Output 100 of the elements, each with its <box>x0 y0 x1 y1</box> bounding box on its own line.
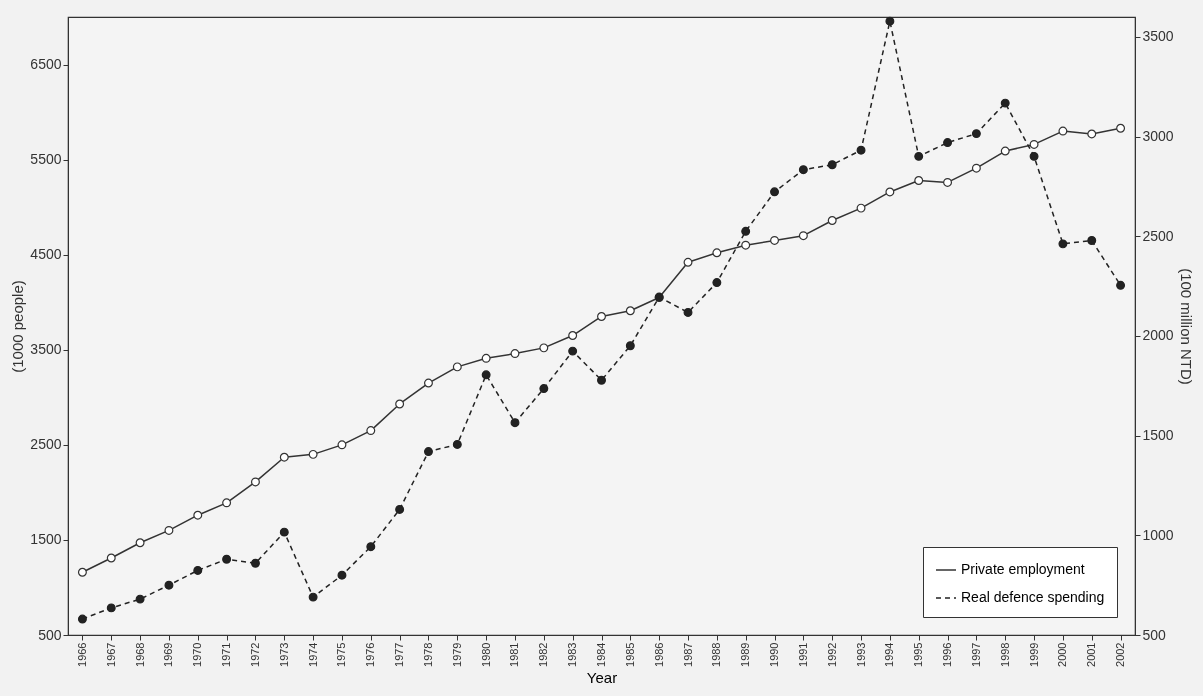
point <box>712 248 722 258</box>
point <box>193 510 203 520</box>
x-tick-label: 1973 <box>277 642 290 667</box>
x-tick-label: 1986 <box>652 642 665 667</box>
point <box>1000 146 1010 156</box>
x-tick-label: 1971 <box>220 642 233 667</box>
point <box>424 378 433 388</box>
x-tick-label: 1977 <box>393 642 406 667</box>
y2-tick-label: 2500 <box>1142 227 1174 244</box>
x-axis-title: Year <box>586 668 618 686</box>
point <box>914 151 924 161</box>
x-tick-label: 1970 <box>191 642 204 667</box>
x-tick-label: 1994 <box>883 642 896 667</box>
y2-tick-label: 1000 <box>1142 526 1174 543</box>
point <box>798 231 808 241</box>
x-tick-label: 1993 <box>854 642 867 667</box>
point <box>424 447 433 457</box>
point <box>481 370 491 380</box>
point <box>1058 126 1068 136</box>
y-tick-label: 2500 <box>30 436 62 453</box>
point <box>568 346 578 356</box>
point <box>1058 239 1068 249</box>
point <box>885 16 895 26</box>
point <box>741 240 751 250</box>
x-tick-label: 1978 <box>421 642 434 667</box>
point <box>222 554 232 564</box>
y-tick-label: 5500 <box>30 151 62 168</box>
point <box>1087 236 1097 245</box>
y-tick-label: 4500 <box>30 246 62 263</box>
x-tick-label: 2001 <box>1085 642 1098 667</box>
y2-tick-label: 3500 <box>1142 28 1174 45</box>
point <box>337 570 347 580</box>
point <box>625 306 635 316</box>
point <box>1116 123 1126 133</box>
point <box>943 177 953 187</box>
x-tick-label: 1990 <box>768 642 781 667</box>
x-tick-label: 1981 <box>508 642 521 667</box>
point <box>135 538 145 548</box>
y2-tick-label: 2000 <box>1142 327 1174 344</box>
x-tick-label: 1991 <box>796 642 809 667</box>
point <box>250 477 260 487</box>
point <box>625 341 635 351</box>
x-tick-label: 1996 <box>941 642 954 667</box>
x-tick-label: 1999 <box>1027 642 1040 667</box>
x-tick-label: 1983 <box>566 642 579 667</box>
x-tick-label: 1966 <box>75 642 88 667</box>
point <box>712 278 722 288</box>
y-tick-label: 500 <box>38 626 62 643</box>
point <box>135 594 145 604</box>
point <box>77 614 87 624</box>
point <box>106 603 116 613</box>
point <box>827 216 837 225</box>
point <box>971 163 981 173</box>
x-tick-label: 1968 <box>133 642 146 667</box>
point <box>1029 151 1039 161</box>
point <box>827 160 837 170</box>
point <box>1029 139 1039 149</box>
point <box>856 145 866 155</box>
y2-axis-title: (100 million NTD) <box>1177 268 1195 385</box>
point <box>1000 98 1010 108</box>
legend-label: Private employment <box>961 561 1085 577</box>
x-tick-label: 1984 <box>595 642 607 667</box>
point <box>106 553 116 563</box>
point <box>971 129 981 139</box>
x-tick-label: 1985 <box>623 642 636 667</box>
y2-tick-label: 1500 <box>1142 427 1174 444</box>
x-tick-label: 1967 <box>104 642 117 667</box>
point <box>308 449 318 459</box>
point <box>798 165 808 175</box>
point <box>279 452 289 462</box>
point <box>510 418 520 428</box>
point <box>597 312 606 321</box>
point <box>1087 129 1097 139</box>
point <box>481 353 491 363</box>
point <box>164 580 174 590</box>
point <box>452 439 462 449</box>
point <box>250 558 260 568</box>
point <box>308 592 318 602</box>
x-tick-label: 1972 <box>248 642 261 667</box>
point <box>1116 280 1126 290</box>
point <box>164 525 174 535</box>
x-tick-label: 1992 <box>825 642 838 667</box>
point <box>193 565 203 575</box>
x-tick-label: 1982 <box>537 642 550 667</box>
x-tick-label: 1989 <box>739 642 752 667</box>
point <box>683 307 693 317</box>
point <box>914 176 924 185</box>
x-tick-label: 1995 <box>912 642 925 667</box>
x-tick-label: 1988 <box>710 642 723 667</box>
y2-tick-label: 500 <box>1142 626 1167 643</box>
x-tick-label: 2000 <box>1056 642 1069 667</box>
y-tick-label: 1500 <box>30 531 62 548</box>
point <box>770 187 779 197</box>
point <box>539 384 549 394</box>
x-tick-label: 1969 <box>162 642 175 667</box>
point <box>77 567 87 577</box>
x-tick-label: 1987 <box>681 642 694 667</box>
point <box>741 226 751 236</box>
x-tick-label: 1998 <box>998 642 1011 667</box>
point <box>885 187 895 197</box>
